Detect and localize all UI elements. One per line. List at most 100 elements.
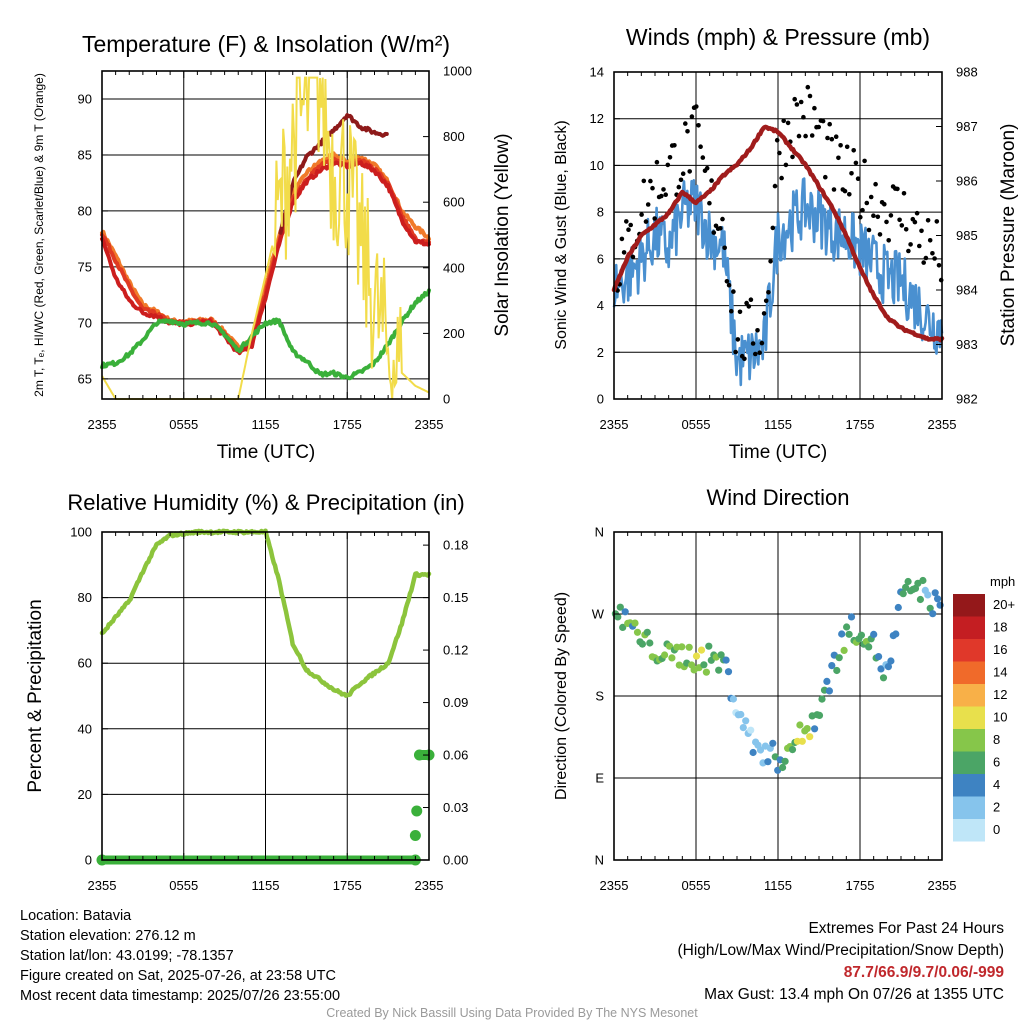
gust-point [798,99,804,105]
humidity-y-tick-label: 80 [78,590,92,605]
max-gust: Max Gust: 13.4 mph On 07/26 at 1355 UTC [704,986,1004,1003]
humidity-chart-title: Relative Humidity (%) & Precipitation (i… [67,490,464,515]
direction-point [668,654,676,662]
direction-point [929,610,937,618]
gust-point [903,227,909,232]
direction-point [616,603,624,611]
colorbar-label: 18 [993,620,1007,635]
gust-point [785,120,791,126]
direction-point [857,631,866,639]
direction-point [845,630,853,638]
gust-point [755,328,760,333]
direction-point [646,639,654,647]
gust-point [831,187,837,192]
direction-point [884,663,893,671]
extremes-subtitle: (High/Low/Max Wind/Precipitation/Snow De… [677,942,1005,959]
wind-ticks: 2355 0555 1155 1755 2355 0 2 4 6 8 10 12 14 982 983 984… [590,65,978,433]
gust-point [746,304,752,309]
gust-point [847,192,852,197]
direction-point [781,757,789,765]
humidity-y-tick-label: 60 [78,656,92,671]
x-tick-label: 2355 [415,417,444,432]
colorbar-label: 12 [993,687,1007,702]
gust-point [659,193,664,199]
direction-grid [613,531,943,861]
colorbar-label: 16 [993,642,1007,657]
gust-point [812,105,817,111]
gust-point [735,337,741,342]
direction-point [692,652,701,660]
temperature-grid [101,71,430,399]
gust-point [932,256,937,261]
gust-point [761,311,767,316]
direction-point [665,642,674,650]
gust-point [917,243,922,249]
humidity-ticks: 2355 0555 1155 1755 2355 0 20 40 60 80 100 0.00 0.03… [70,525,468,894]
direction-point [847,613,856,621]
gust-point [766,290,771,295]
direction-point [838,630,846,638]
gust-point [663,192,668,197]
direction-point [916,595,925,604]
gust-point [783,162,789,168]
gust-point [836,155,841,161]
gust-point [875,214,881,220]
gust-point [930,251,935,256]
gust-point [678,177,684,183]
colorbar-swatch [953,684,985,707]
wind-series [611,84,945,387]
temperature-y-tick-label: 70 [78,315,92,330]
gust-point [737,309,743,315]
direction-point [835,654,843,662]
gust-point [733,349,738,355]
gust-point [934,219,940,224]
x-tick-label: 1755 [333,417,362,432]
gust-point [873,181,878,187]
gust-point [853,160,859,166]
insolation-y-tick-label: 0 [443,392,450,407]
precipitation-y-tick-label: 0.09 [443,695,468,710]
direction-point [879,674,888,682]
direction-point [715,666,723,674]
direction-point [894,603,902,612]
wind-x-label: Time (UTC) [729,442,828,463]
gust-point [895,186,900,192]
temperature-y-label: 2m T, Tₑ, HI/WC (Red, Green, Scarlet/Blu… [32,73,46,397]
gust-point [687,169,692,174]
temperature-series-line-4 [100,288,431,381]
pressure-y-tick-label: 988 [956,65,978,80]
direction-point [788,746,797,754]
gust-point [619,236,625,242]
direction-point [764,758,772,766]
precipitation-y-tick-label: 0.15 [443,590,468,605]
gust-point [823,174,828,180]
direction-y-label: Direction (Colored By Speed) [553,592,570,800]
gust-point [650,185,655,191]
pressure-line [611,124,945,343]
direction-point [631,619,639,627]
direction-point [811,725,819,733]
insolation-y-tick-label: 400 [443,260,465,275]
colorbar-swatch [953,751,985,774]
direction-chart-title: Wind Direction [706,485,849,510]
precipitation-y-tick-label: 0.12 [443,643,468,658]
gust-point [750,341,756,346]
gust-point [729,308,734,314]
colorbar-label: 4 [993,777,1000,792]
direction-point [614,613,622,621]
direction-point [685,643,693,651]
x-tick-label: 1155 [252,417,280,432]
gust-point [919,228,924,234]
wind-y-tick-label: 12 [590,111,604,126]
pressure-y-tick-label: 984 [956,283,978,298]
x-tick-label: 2355 [928,878,957,893]
direction-point [729,695,738,703]
credit-line: Created By Nick Bassill Using Data Provi… [326,1006,698,1020]
direction-point [779,763,787,772]
direction-point [697,646,706,654]
gust-point [772,183,778,189]
gust-point [912,219,918,225]
temperature-series [100,76,431,400]
temperature-chart-title: Temperature (F) & Insolation (W/m²) [82,31,450,57]
colorbar-swatch [953,819,985,842]
